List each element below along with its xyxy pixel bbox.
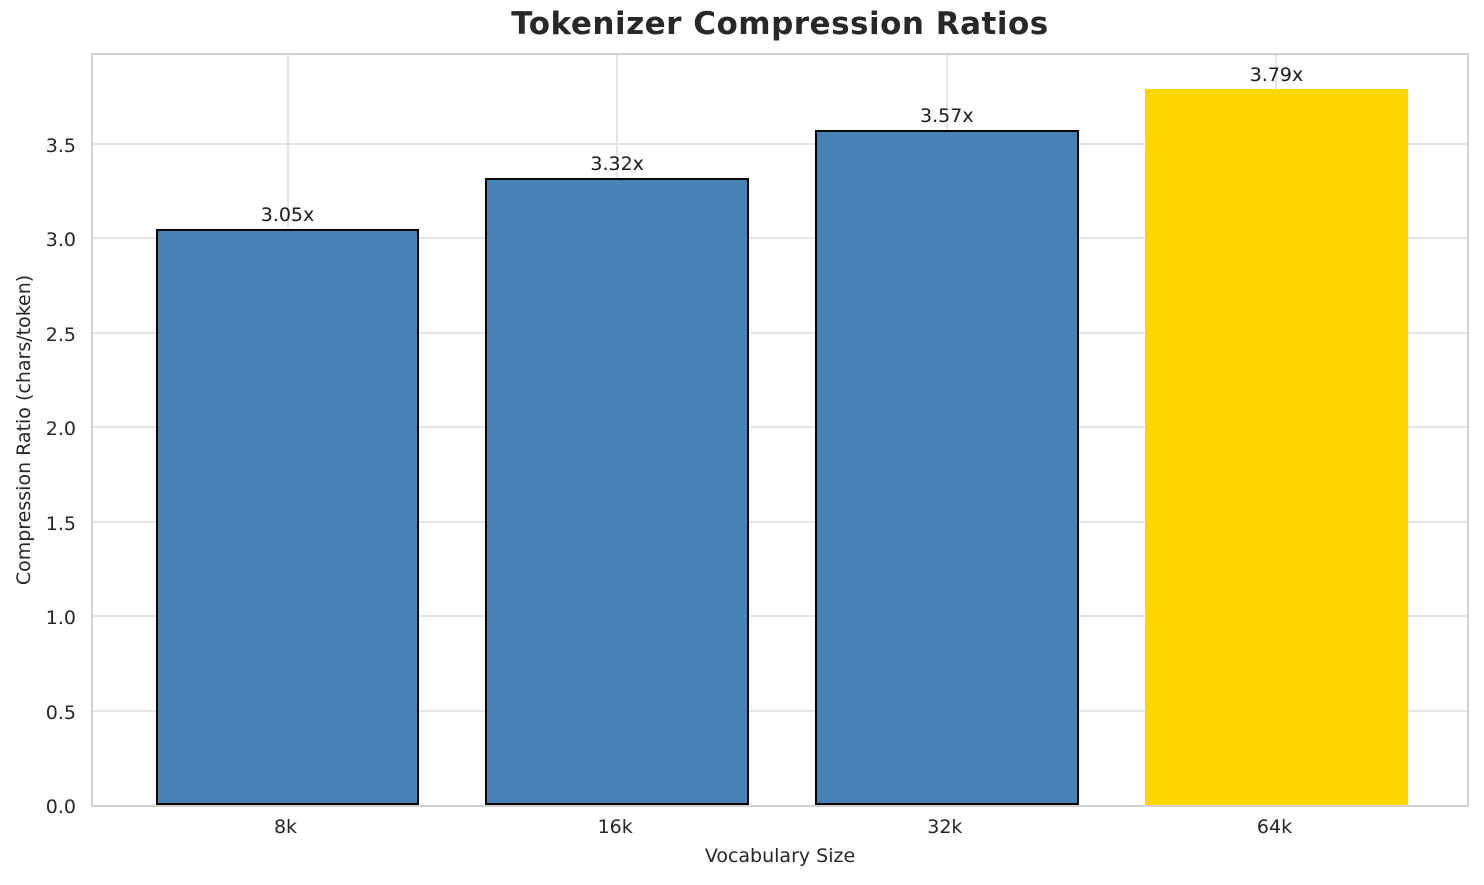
gridline-horizontal	[93, 142, 1467, 145]
bar-64k	[1144, 88, 1409, 805]
y-tick-label: 1.5	[45, 512, 76, 535]
x-tick-label: 64k	[1256, 816, 1293, 838]
gridline-horizontal	[93, 331, 1467, 334]
bar-value-label: 3.05x	[260, 203, 315, 226]
gridline-horizontal	[93, 615, 1467, 618]
x-tick-label: 16k	[597, 816, 633, 838]
y-tick-label: 2.5	[45, 323, 76, 346]
bar-value-label: 3.32x	[590, 152, 644, 175]
x-axis-label: Vocabulary Size	[704, 845, 856, 867]
y-tick-label: 0.5	[45, 701, 76, 724]
y-tick-label: 3.0	[45, 229, 76, 252]
y-tick-label: 3.5	[45, 134, 76, 157]
y-tick-label: 0.0	[45, 796, 76, 818]
x-tick-label: 8k	[273, 816, 298, 838]
gridline-horizontal	[93, 237, 1467, 240]
x-tick-label: 32k	[927, 816, 963, 838]
plot-area: 3.05x 3.32x 3.57x 3.79x	[91, 53, 1469, 807]
bar-value-label: 3.79x	[1249, 63, 1304, 86]
bar-8k	[155, 228, 420, 805]
y-tick-label: 2.0	[45, 418, 76, 441]
gridline-horizontal	[93, 426, 1467, 429]
gridline-horizontal	[93, 709, 1467, 712]
bar-32k	[814, 130, 1079, 805]
gridline-horizontal	[93, 520, 1467, 523]
y-tick-label: 1.0	[45, 607, 76, 630]
bar-16k	[485, 177, 750, 805]
bar-value-label: 3.57x	[920, 105, 974, 128]
chart-title: Tokenizer Compression Ratios	[511, 6, 1049, 42]
